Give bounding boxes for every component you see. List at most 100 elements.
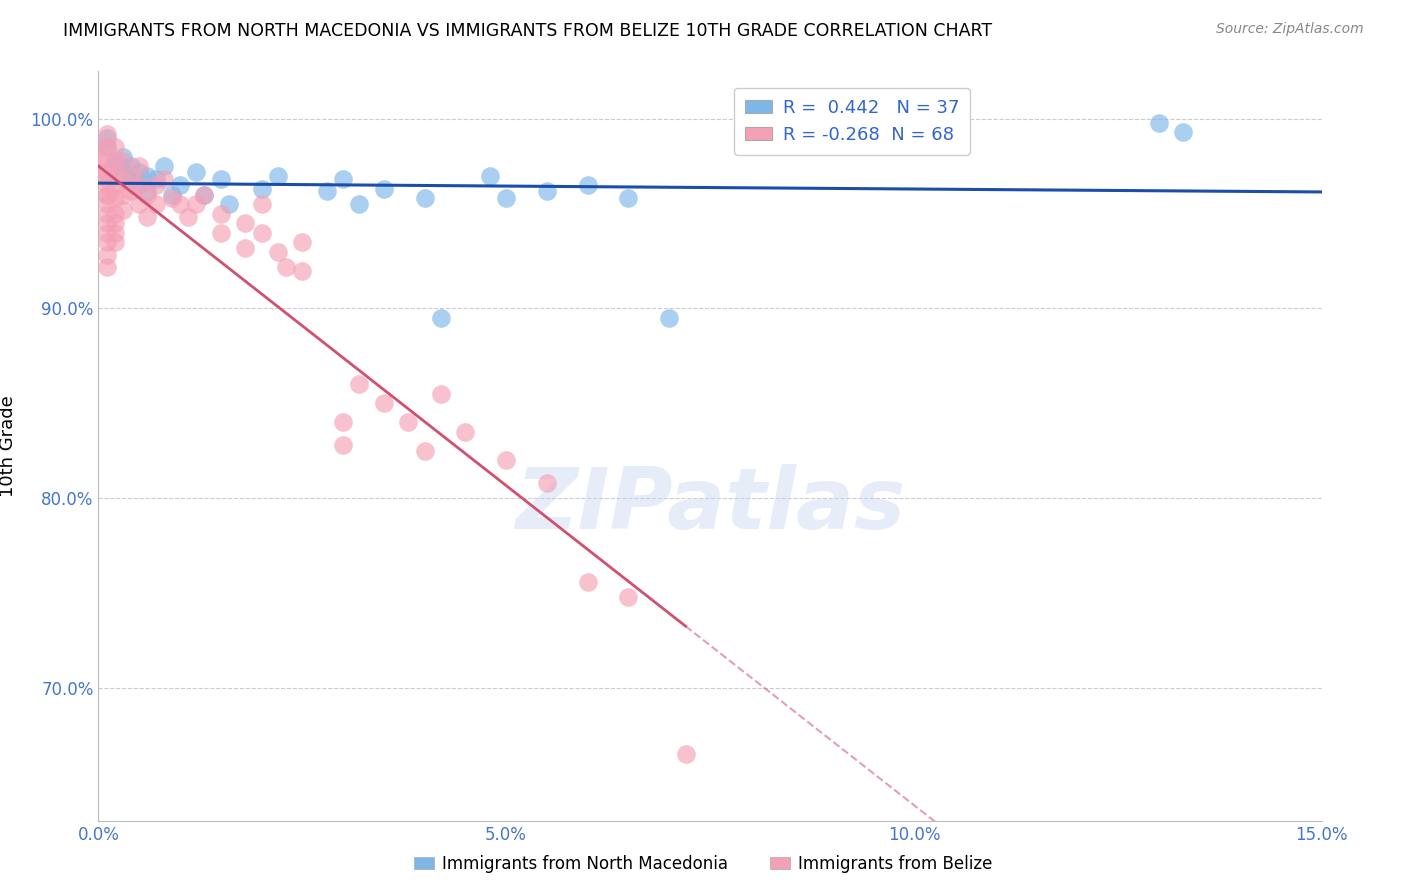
Point [332,438,354,452]
Point [111,153,134,168]
Point [96,127,118,141]
Point [193,187,215,202]
Point [186,197,208,211]
Point [152,172,174,186]
Point [87,153,110,168]
Point [413,443,436,458]
Point [349,197,371,211]
Point [413,191,436,205]
Point [87,140,110,154]
Point [169,197,191,211]
Point [177,211,200,225]
Point [96,130,118,145]
Point [128,165,150,179]
Point [250,226,273,240]
Point [291,263,314,277]
Point [1171,125,1194,139]
Point [233,216,256,230]
Point [291,235,314,249]
Legend: Immigrants from North Macedonia, Immigrants from Belize: Immigrants from North Macedonia, Immigra… [406,848,1000,880]
Point [96,235,118,249]
Point [128,178,150,193]
Point [120,172,142,186]
Point [104,140,127,154]
Point [96,260,118,274]
Point [454,425,477,439]
Point [186,165,208,179]
Point [104,153,127,168]
Point [675,747,697,762]
Point [495,453,517,467]
Point [104,235,127,249]
Point [104,226,127,240]
Point [96,178,118,193]
Text: Source: ZipAtlas.com: Source: ZipAtlas.com [1216,22,1364,37]
Legend: R =  0.442   N = 37, R = -0.268  N = 68: R = 0.442 N = 37, R = -0.268 N = 68 [734,88,970,154]
Point [128,197,150,211]
Point [87,165,110,179]
Point [96,197,118,211]
Point [250,197,273,211]
Point [104,165,127,179]
Point [120,184,142,198]
Point [250,182,273,196]
Point [193,187,215,202]
Point [96,153,118,168]
Point [104,191,127,205]
Point [160,191,183,205]
Point [145,197,167,211]
Point [495,191,517,205]
Point [332,415,354,429]
Point [111,165,134,179]
Point [209,226,232,240]
Point [96,140,118,154]
Point [96,172,118,186]
Point [617,191,640,205]
Point [478,169,501,183]
Point [267,169,290,183]
Point [349,377,371,392]
Point [111,202,134,217]
Point [617,590,640,604]
Point [111,172,134,186]
Point [104,159,127,173]
Point [120,169,142,183]
Point [145,172,167,186]
Point [136,211,159,225]
Point [96,187,118,202]
Point [396,415,419,429]
Point [315,184,337,198]
Point [128,159,150,173]
Point [1147,115,1170,129]
Point [209,206,232,220]
Point [104,153,127,168]
Point [233,241,256,255]
Point [209,172,232,186]
Point [430,310,453,325]
Point [152,159,174,173]
Point [120,159,142,173]
Point [576,574,599,589]
Point [96,206,118,220]
Point [96,248,118,262]
Point [536,184,558,198]
Point [430,387,453,401]
Point [96,140,118,154]
Text: ZIPatlas: ZIPatlas [515,465,905,548]
Point [576,178,599,193]
Point [274,260,297,274]
Point [136,169,159,183]
Point [111,150,134,164]
Point [104,206,127,220]
Y-axis label: 10th Grade: 10th Grade [0,395,17,497]
Text: IMMIGRANTS FROM NORTH MACEDONIA VS IMMIGRANTS FROM BELIZE 10TH GRADE CORRELATION: IMMIGRANTS FROM NORTH MACEDONIA VS IMMIG… [63,22,993,40]
Point [658,310,681,325]
Point [218,197,240,211]
Point [160,187,183,202]
Point [169,178,191,193]
Point [267,244,290,259]
Point [111,187,134,202]
Point [136,184,159,198]
Point [373,182,395,196]
Point [332,172,354,186]
